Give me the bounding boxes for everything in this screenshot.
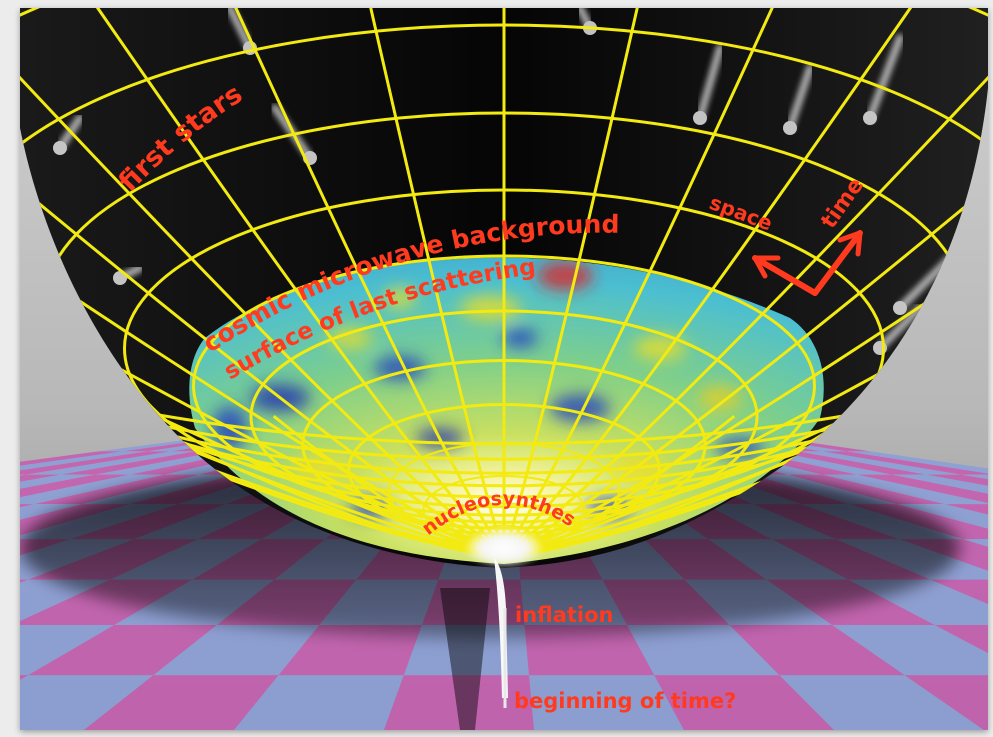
floor-tile xyxy=(787,474,945,505)
floor-tile xyxy=(857,474,988,504)
floor-tile xyxy=(26,451,196,475)
grid-meridian xyxy=(20,89,505,555)
floor-tile xyxy=(961,474,988,480)
star-point xyxy=(693,111,707,125)
cmb-spot xyxy=(460,296,520,320)
floor-tile xyxy=(904,675,988,730)
grid-meridian xyxy=(503,8,988,555)
star-streak xyxy=(696,44,724,122)
floor-tile xyxy=(60,451,220,475)
star-streak xyxy=(876,304,924,352)
floor-tile xyxy=(84,675,279,730)
space-time-arrows xyxy=(752,230,863,296)
grid-meridian xyxy=(503,8,988,555)
floor-tile xyxy=(34,474,200,505)
time-arrowhead-icon xyxy=(837,230,863,257)
space-arrow xyxy=(752,255,818,296)
floor-tile xyxy=(627,624,780,676)
label-beginning-of-time: beginning of time? xyxy=(514,689,736,713)
floor-tile xyxy=(846,451,988,474)
time-arrow xyxy=(812,230,863,296)
cmb-spot xyxy=(698,386,742,410)
floor-tile xyxy=(20,504,35,508)
space-arrowhead-icon xyxy=(752,255,781,279)
floor-tile xyxy=(891,474,988,494)
grid-meridian xyxy=(20,181,505,555)
universe-bowl-illustration: first stars cosmic microwave background … xyxy=(20,8,988,730)
floor-tile xyxy=(798,451,962,475)
star-streaks xyxy=(53,8,954,355)
cosmology-diagram: first stars cosmic microwave background … xyxy=(20,8,988,730)
cmb-spot xyxy=(537,262,593,290)
floor-tile xyxy=(729,624,905,676)
cmb-spot xyxy=(502,328,538,348)
floor-tile xyxy=(897,504,988,529)
floor-tile xyxy=(20,474,96,489)
floor-tile xyxy=(20,624,115,676)
grid-meridian xyxy=(503,8,988,555)
cmb-spot xyxy=(550,394,610,422)
floor-tile xyxy=(28,624,217,676)
floor-tile xyxy=(934,624,988,654)
floor-tile xyxy=(20,474,27,476)
grid-meridian xyxy=(20,8,505,555)
floor-tile xyxy=(384,675,534,730)
star-streak xyxy=(786,64,814,132)
grid-meridian xyxy=(20,8,505,555)
floor-tile xyxy=(20,474,130,498)
grid-meridian xyxy=(53,8,506,554)
cmb-spot xyxy=(374,356,426,380)
grid-meridian xyxy=(502,8,955,554)
bowl-shadow-tip xyxy=(440,588,490,730)
floor-tile xyxy=(944,504,988,515)
grid-meridian xyxy=(20,262,505,555)
floor-tile xyxy=(779,675,984,730)
floor-tile xyxy=(654,675,834,730)
star-point xyxy=(863,111,877,125)
star-streak xyxy=(226,8,254,52)
floor-tile xyxy=(278,624,422,676)
star-point xyxy=(783,121,797,135)
floor-tile xyxy=(153,624,320,676)
floor-tile xyxy=(832,624,988,676)
origin-glow xyxy=(464,528,544,568)
grid-meridian xyxy=(272,8,506,554)
grid-meridian xyxy=(20,8,505,555)
floor-tile xyxy=(524,624,655,676)
cmb-spot xyxy=(384,288,416,308)
floor-tile xyxy=(529,675,684,730)
label-inflation: inflation xyxy=(515,603,614,627)
star-streak xyxy=(866,34,904,122)
grid-meridian xyxy=(503,8,988,555)
floor-tile xyxy=(20,675,154,730)
grid-meridian xyxy=(503,8,988,555)
grid-meridian xyxy=(20,8,505,555)
star-point xyxy=(893,301,907,315)
floor-tile xyxy=(20,474,165,505)
grid-meridian xyxy=(20,8,505,555)
floor-tile xyxy=(963,539,988,547)
star-point xyxy=(53,141,67,155)
cmb-spot xyxy=(328,328,372,348)
floor-tile xyxy=(774,451,927,475)
floor-tile xyxy=(930,579,988,605)
grid-meridian xyxy=(502,8,736,554)
floor-tile xyxy=(926,474,988,486)
floor-tile xyxy=(20,474,61,482)
floor-tile xyxy=(822,474,988,505)
floor-tile xyxy=(822,451,988,475)
floor-tile xyxy=(20,451,171,475)
floor-tile xyxy=(234,675,404,730)
